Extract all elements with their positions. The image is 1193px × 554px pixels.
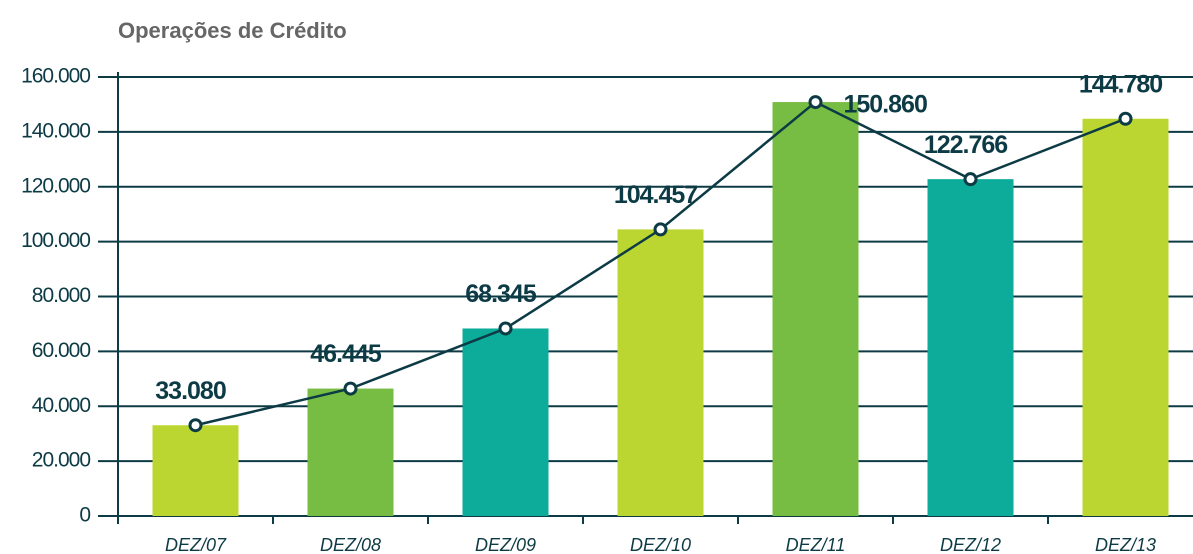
line-point xyxy=(808,95,823,110)
y-tick-label: 0 xyxy=(79,504,90,527)
line-point xyxy=(653,222,668,237)
line-point xyxy=(498,321,513,336)
chart-title: Operações de Crédito xyxy=(118,18,347,43)
line-point xyxy=(1118,111,1133,126)
bar xyxy=(927,179,1014,517)
bar xyxy=(1082,118,1169,516)
y-tick-label: 80.000 xyxy=(32,284,91,307)
y-tick-label: 160.000 xyxy=(21,65,90,88)
x-tick-label: DEZ/13 xyxy=(1095,535,1156,554)
x-tick-label: DEZ/12 xyxy=(940,535,1001,554)
bar xyxy=(617,229,704,516)
line-point xyxy=(343,381,358,396)
y-tick-label: 120.000 xyxy=(21,174,90,197)
value-label: 150.860 xyxy=(844,91,927,119)
bar xyxy=(307,388,394,516)
value-label: 46.445 xyxy=(310,340,382,368)
value-label: 144.780 xyxy=(1079,70,1162,98)
x-tick-label: DEZ/10 xyxy=(630,535,691,554)
value-label: 104.457 xyxy=(614,181,697,209)
value-label: 68.345 xyxy=(465,280,537,308)
y-tick-label: 60.000 xyxy=(32,339,91,362)
x-tick-label: DEZ/07 xyxy=(165,535,227,554)
bar xyxy=(772,102,859,516)
x-tick-label: DEZ/11 xyxy=(786,535,846,554)
y-tick-label: 100.000 xyxy=(21,229,90,252)
bar xyxy=(152,425,239,516)
line-point xyxy=(963,172,978,187)
y-tick-label: 40.000 xyxy=(32,394,91,417)
bar xyxy=(462,328,549,516)
value-label: 33.080 xyxy=(155,377,226,405)
x-tick-label: DEZ/09 xyxy=(475,535,536,554)
y-tick-label: 140.000 xyxy=(21,119,90,142)
y-tick-label: 20.000 xyxy=(32,449,91,472)
x-tick-label: DEZ/08 xyxy=(320,535,381,554)
line-point xyxy=(188,418,203,433)
value-label: 122.766 xyxy=(924,131,1007,159)
